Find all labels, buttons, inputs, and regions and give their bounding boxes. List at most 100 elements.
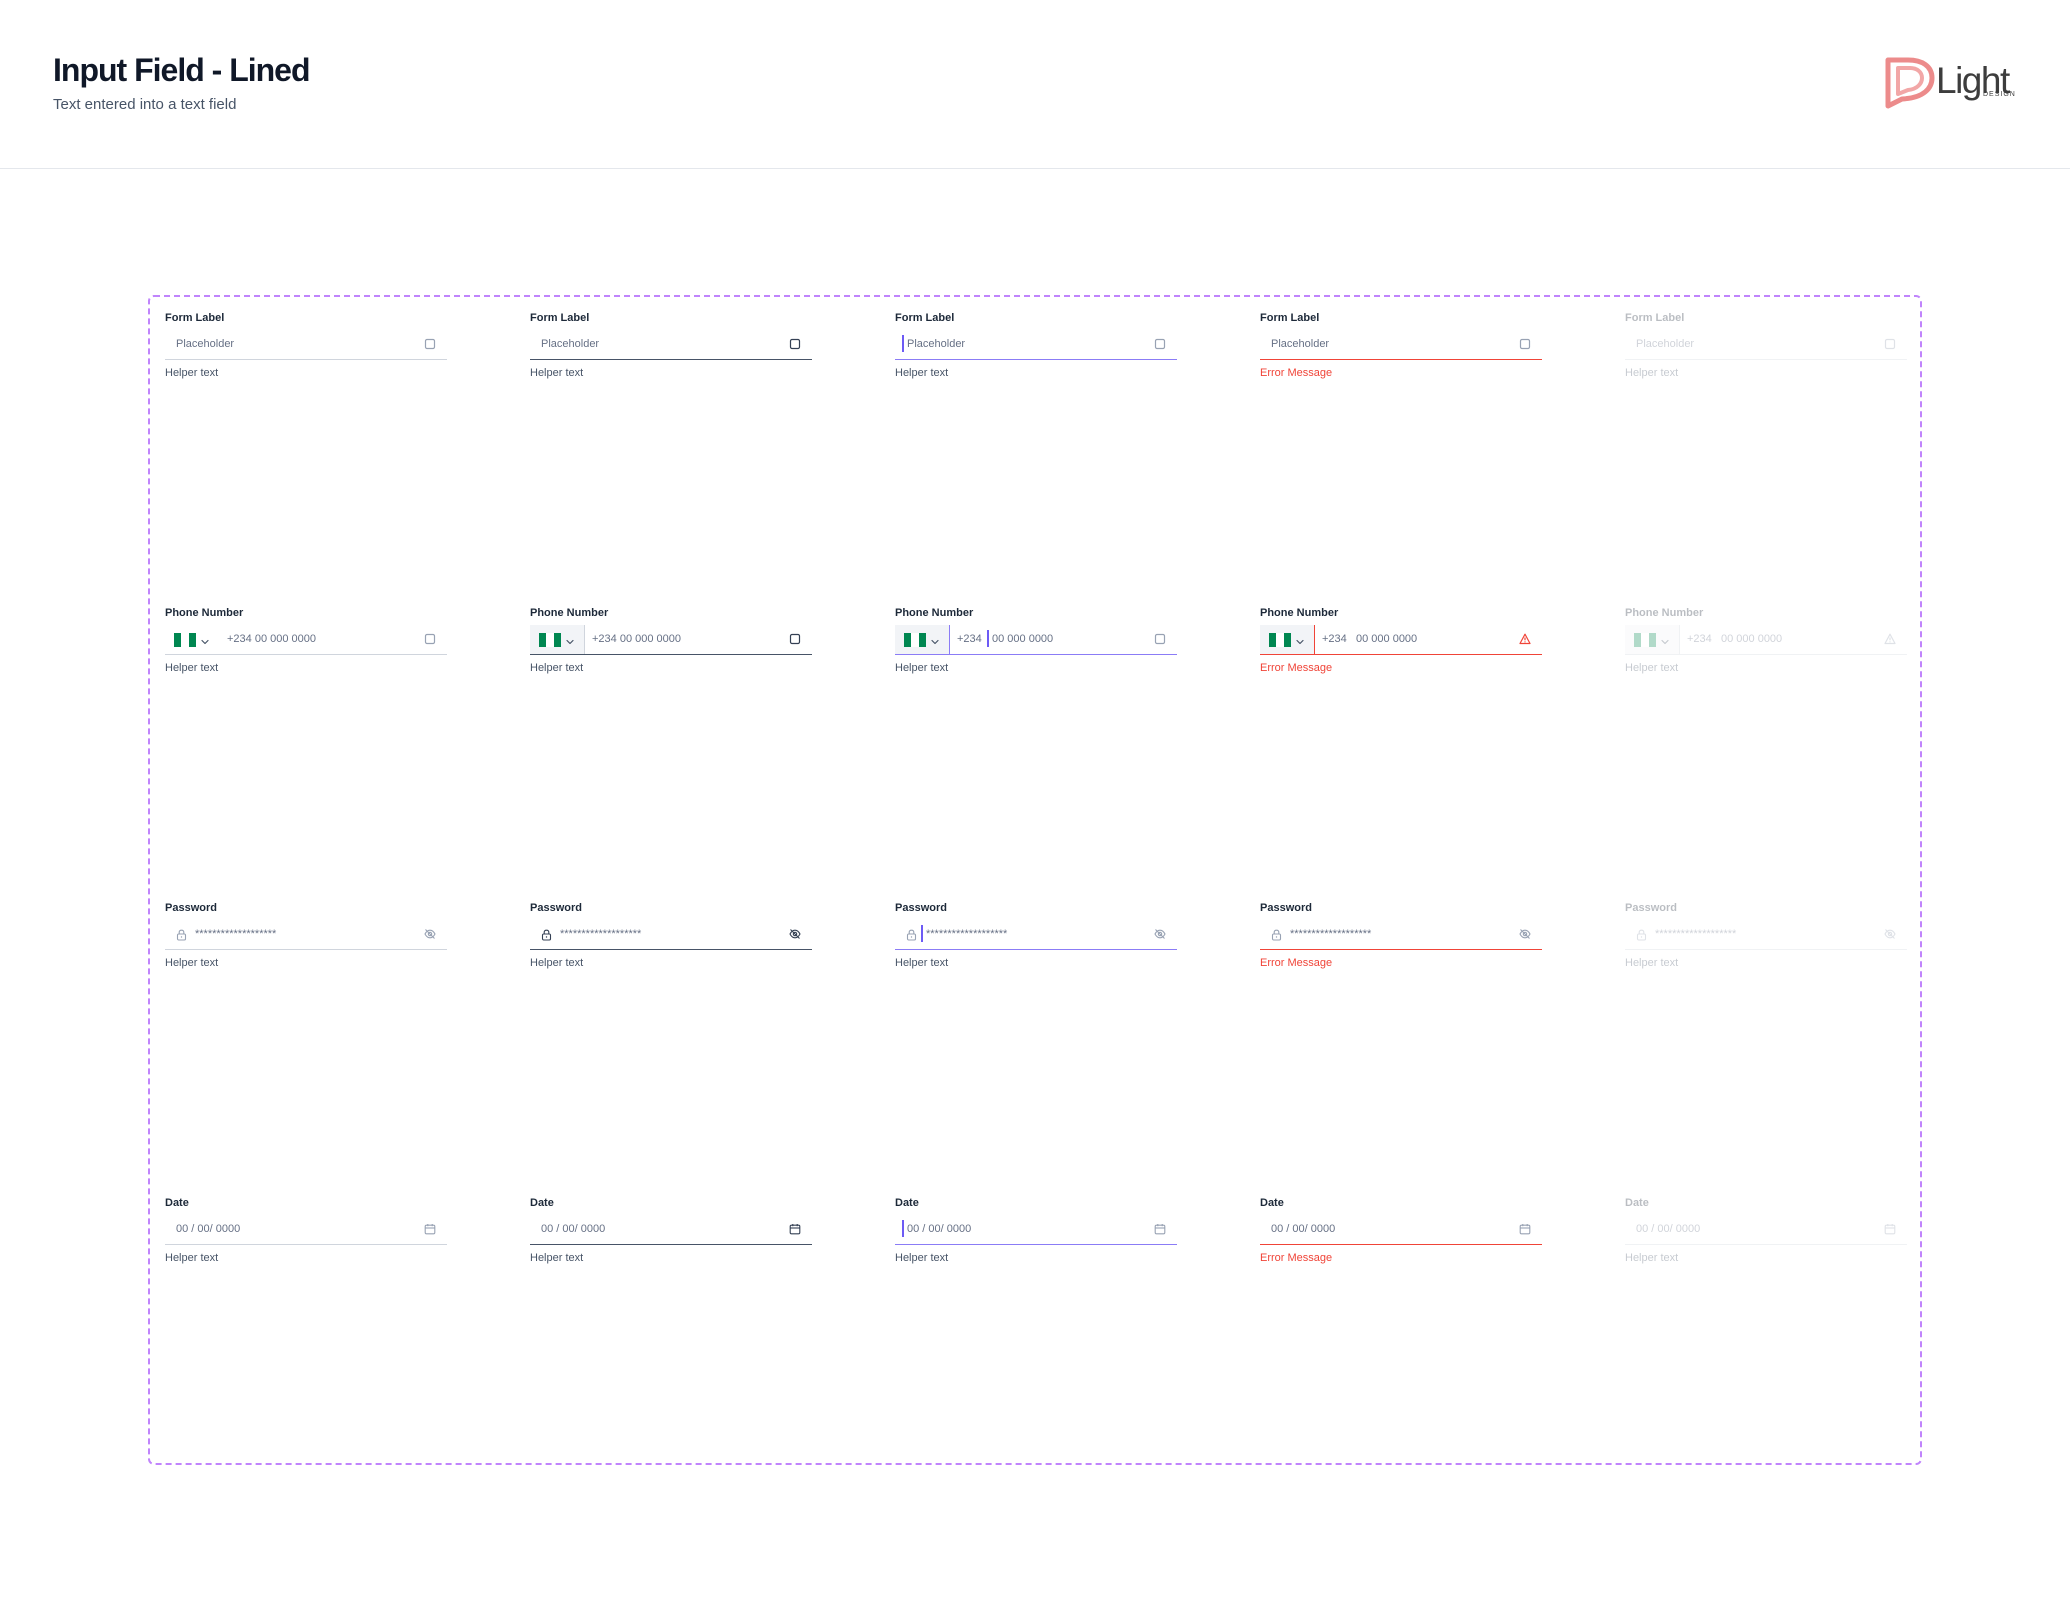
form-label: Date — [1625, 1197, 1649, 1209]
phone-input[interactable]: +234 00 000 0000 — [895, 625, 1177, 655]
input-placeholder: ******************* — [926, 928, 1008, 940]
nigeria-flag-icon — [539, 633, 561, 647]
country-divider — [1314, 625, 1315, 654]
text-input[interactable]: Placeholder — [165, 330, 447, 360]
date-input[interactable]: 00 / 00/ 0000 — [165, 1215, 447, 1245]
input-placeholder: Placeholder — [541, 338, 600, 350]
country-code-selector[interactable] — [1260, 625, 1314, 654]
country-code-selector[interactable] — [530, 625, 584, 654]
calendar-icon[interactable] — [1154, 1223, 1166, 1235]
calendar-icon[interactable] — [789, 1223, 801, 1235]
chevron-down-icon — [1295, 634, 1305, 645]
date-input[interactable]: 00 / 00/ 0000 — [530, 1215, 812, 1245]
lock-icon — [176, 928, 187, 941]
square-icon[interactable] — [1884, 338, 1896, 350]
input-placeholder: 00 000 0000 — [992, 633, 1054, 645]
phone-field-default[interactable]: Phone Number +234 00 000 0000 Helper text — [165, 607, 447, 683]
eye-off-icon[interactable] — [789, 928, 801, 940]
calendar-icon[interactable] — [1519, 1223, 1531, 1235]
password-field-error[interactable]: Password ******************* Error Message — [1260, 902, 1542, 978]
input-placeholder: 00 / 00/ 0000 — [1636, 1223, 1701, 1235]
nigeria-flag-icon — [1269, 633, 1291, 647]
form-label: Date — [1260, 1197, 1284, 1209]
form-label: Phone Number — [1260, 607, 1339, 619]
password-input: ******************* — [1625, 920, 1907, 950]
text-input[interactable]: Placeholder — [895, 330, 1177, 360]
page-subtitle: Text entered into a text field — [53, 96, 237, 113]
eye-off-icon[interactable] — [1154, 928, 1166, 940]
text-input: Placeholder — [1625, 330, 1907, 360]
square-icon[interactable] — [424, 633, 436, 645]
form-label: Phone Number — [895, 607, 974, 619]
phone-input[interactable]: +234 00 000 0000 — [165, 625, 447, 655]
nigeria-flag-icon — [174, 633, 196, 647]
date-field-focused[interactable]: Date 00 / 00/ 0000 Helper text — [895, 1197, 1177, 1273]
input-placeholder: Placeholder — [176, 338, 235, 350]
form-label: Phone Number — [1625, 607, 1704, 619]
square-icon[interactable] — [789, 633, 801, 645]
helper-text: Helper text — [895, 662, 949, 674]
square-icon[interactable] — [424, 338, 436, 350]
square-icon[interactable] — [1154, 633, 1166, 645]
calendar-icon[interactable] — [424, 1223, 436, 1235]
password-input[interactable]: ******************* — [165, 920, 447, 950]
eye-off-icon[interactable] — [1884, 928, 1896, 940]
helper-text: Helper text — [165, 662, 219, 674]
text-field-hover[interactable]: Form Label Placeholder Helper text — [530, 312, 812, 388]
dial-code-prefix: +234 — [1322, 633, 1347, 645]
date-input[interactable]: 00 / 00/ 0000 — [1260, 1215, 1542, 1245]
country-code-selector[interactable] — [165, 625, 219, 654]
calendar-icon[interactable] — [1884, 1223, 1896, 1235]
date-field-error[interactable]: Date 00 / 00/ 0000 Error Message — [1260, 1197, 1542, 1273]
password-field-hover[interactable]: Password ******************* Helper text — [530, 902, 812, 978]
country-code-selector[interactable] — [895, 625, 949, 654]
logo-mark-icon — [1885, 57, 1935, 109]
date-input[interactable]: 00 / 00/ 0000 — [895, 1215, 1177, 1245]
text-field-focused[interactable]: Form Label Placeholder Helper text — [895, 312, 1177, 388]
text-input[interactable]: Placeholder — [530, 330, 812, 360]
password-field-default[interactable]: Password ******************* Helper text — [165, 902, 447, 978]
helper-text: Helper text — [1625, 662, 1679, 674]
phone-field-error[interactable]: Phone Number +234 00 000 0000 Error Message — [1260, 607, 1542, 683]
helper-text: Helper text — [530, 957, 584, 969]
form-label: Password — [530, 902, 582, 914]
text-caret — [921, 925, 923, 942]
alert-triangle-icon[interactable] — [1519, 633, 1531, 645]
input-placeholder: 00 000 0000 — [1356, 633, 1418, 645]
helper-text: Helper text — [530, 1252, 584, 1264]
eye-off-icon[interactable] — [424, 928, 436, 940]
phone-field-focused[interactable]: Phone Number +234 00 000 0000 Helper text — [895, 607, 1177, 683]
input-placeholder: 00 / 00/ 0000 — [1271, 1223, 1336, 1235]
square-icon[interactable] — [789, 338, 801, 350]
chevron-down-icon — [930, 634, 940, 645]
date-field-disabled: Date 00 / 00/ 0000 Helper text — [1625, 1197, 1907, 1273]
text-field-error[interactable]: Form Label Placeholder Error Message — [1260, 312, 1542, 388]
form-label: Date — [165, 1197, 189, 1209]
phone-field-hover[interactable]: Phone Number +234 00 000 0000 Helper text — [530, 607, 812, 683]
phone-input[interactable]: +234 00 000 0000 — [530, 625, 812, 655]
input-placeholder: Placeholder — [907, 338, 966, 350]
date-field-default[interactable]: Date 00 / 00/ 0000 Helper text — [165, 1197, 447, 1273]
password-field-focused[interactable]: Password ******************* Helper text — [895, 902, 1177, 978]
helper-text: Helper text — [1625, 1252, 1679, 1264]
alert-triangle-icon[interactable] — [1884, 633, 1896, 645]
logo-subtext: DESIGN — [1983, 91, 2016, 98]
text-input[interactable]: Placeholder — [1260, 330, 1542, 360]
password-input[interactable]: ******************* — [1260, 920, 1542, 950]
text-field-default[interactable]: Form Label Placeholder Helper text — [165, 312, 447, 388]
phone-input[interactable]: +234 00 000 0000 — [1260, 625, 1542, 655]
input-placeholder: Placeholder — [1271, 338, 1330, 350]
form-label: Form Label — [1260, 312, 1320, 324]
eye-off-icon[interactable] — [1519, 928, 1531, 940]
error-message: Error Message — [1260, 367, 1333, 379]
country-divider — [949, 625, 950, 654]
date-field-hover[interactable]: Date 00 / 00/ 0000 Helper text — [530, 1197, 812, 1273]
helper-text: Helper text — [895, 957, 949, 969]
password-input[interactable]: ******************* — [895, 920, 1177, 950]
password-input[interactable]: ******************* — [530, 920, 812, 950]
lock-icon — [1271, 928, 1282, 941]
form-label: Form Label — [530, 312, 590, 324]
text-caret — [987, 630, 989, 647]
square-icon[interactable] — [1519, 338, 1531, 350]
square-icon[interactable] — [1154, 338, 1166, 350]
